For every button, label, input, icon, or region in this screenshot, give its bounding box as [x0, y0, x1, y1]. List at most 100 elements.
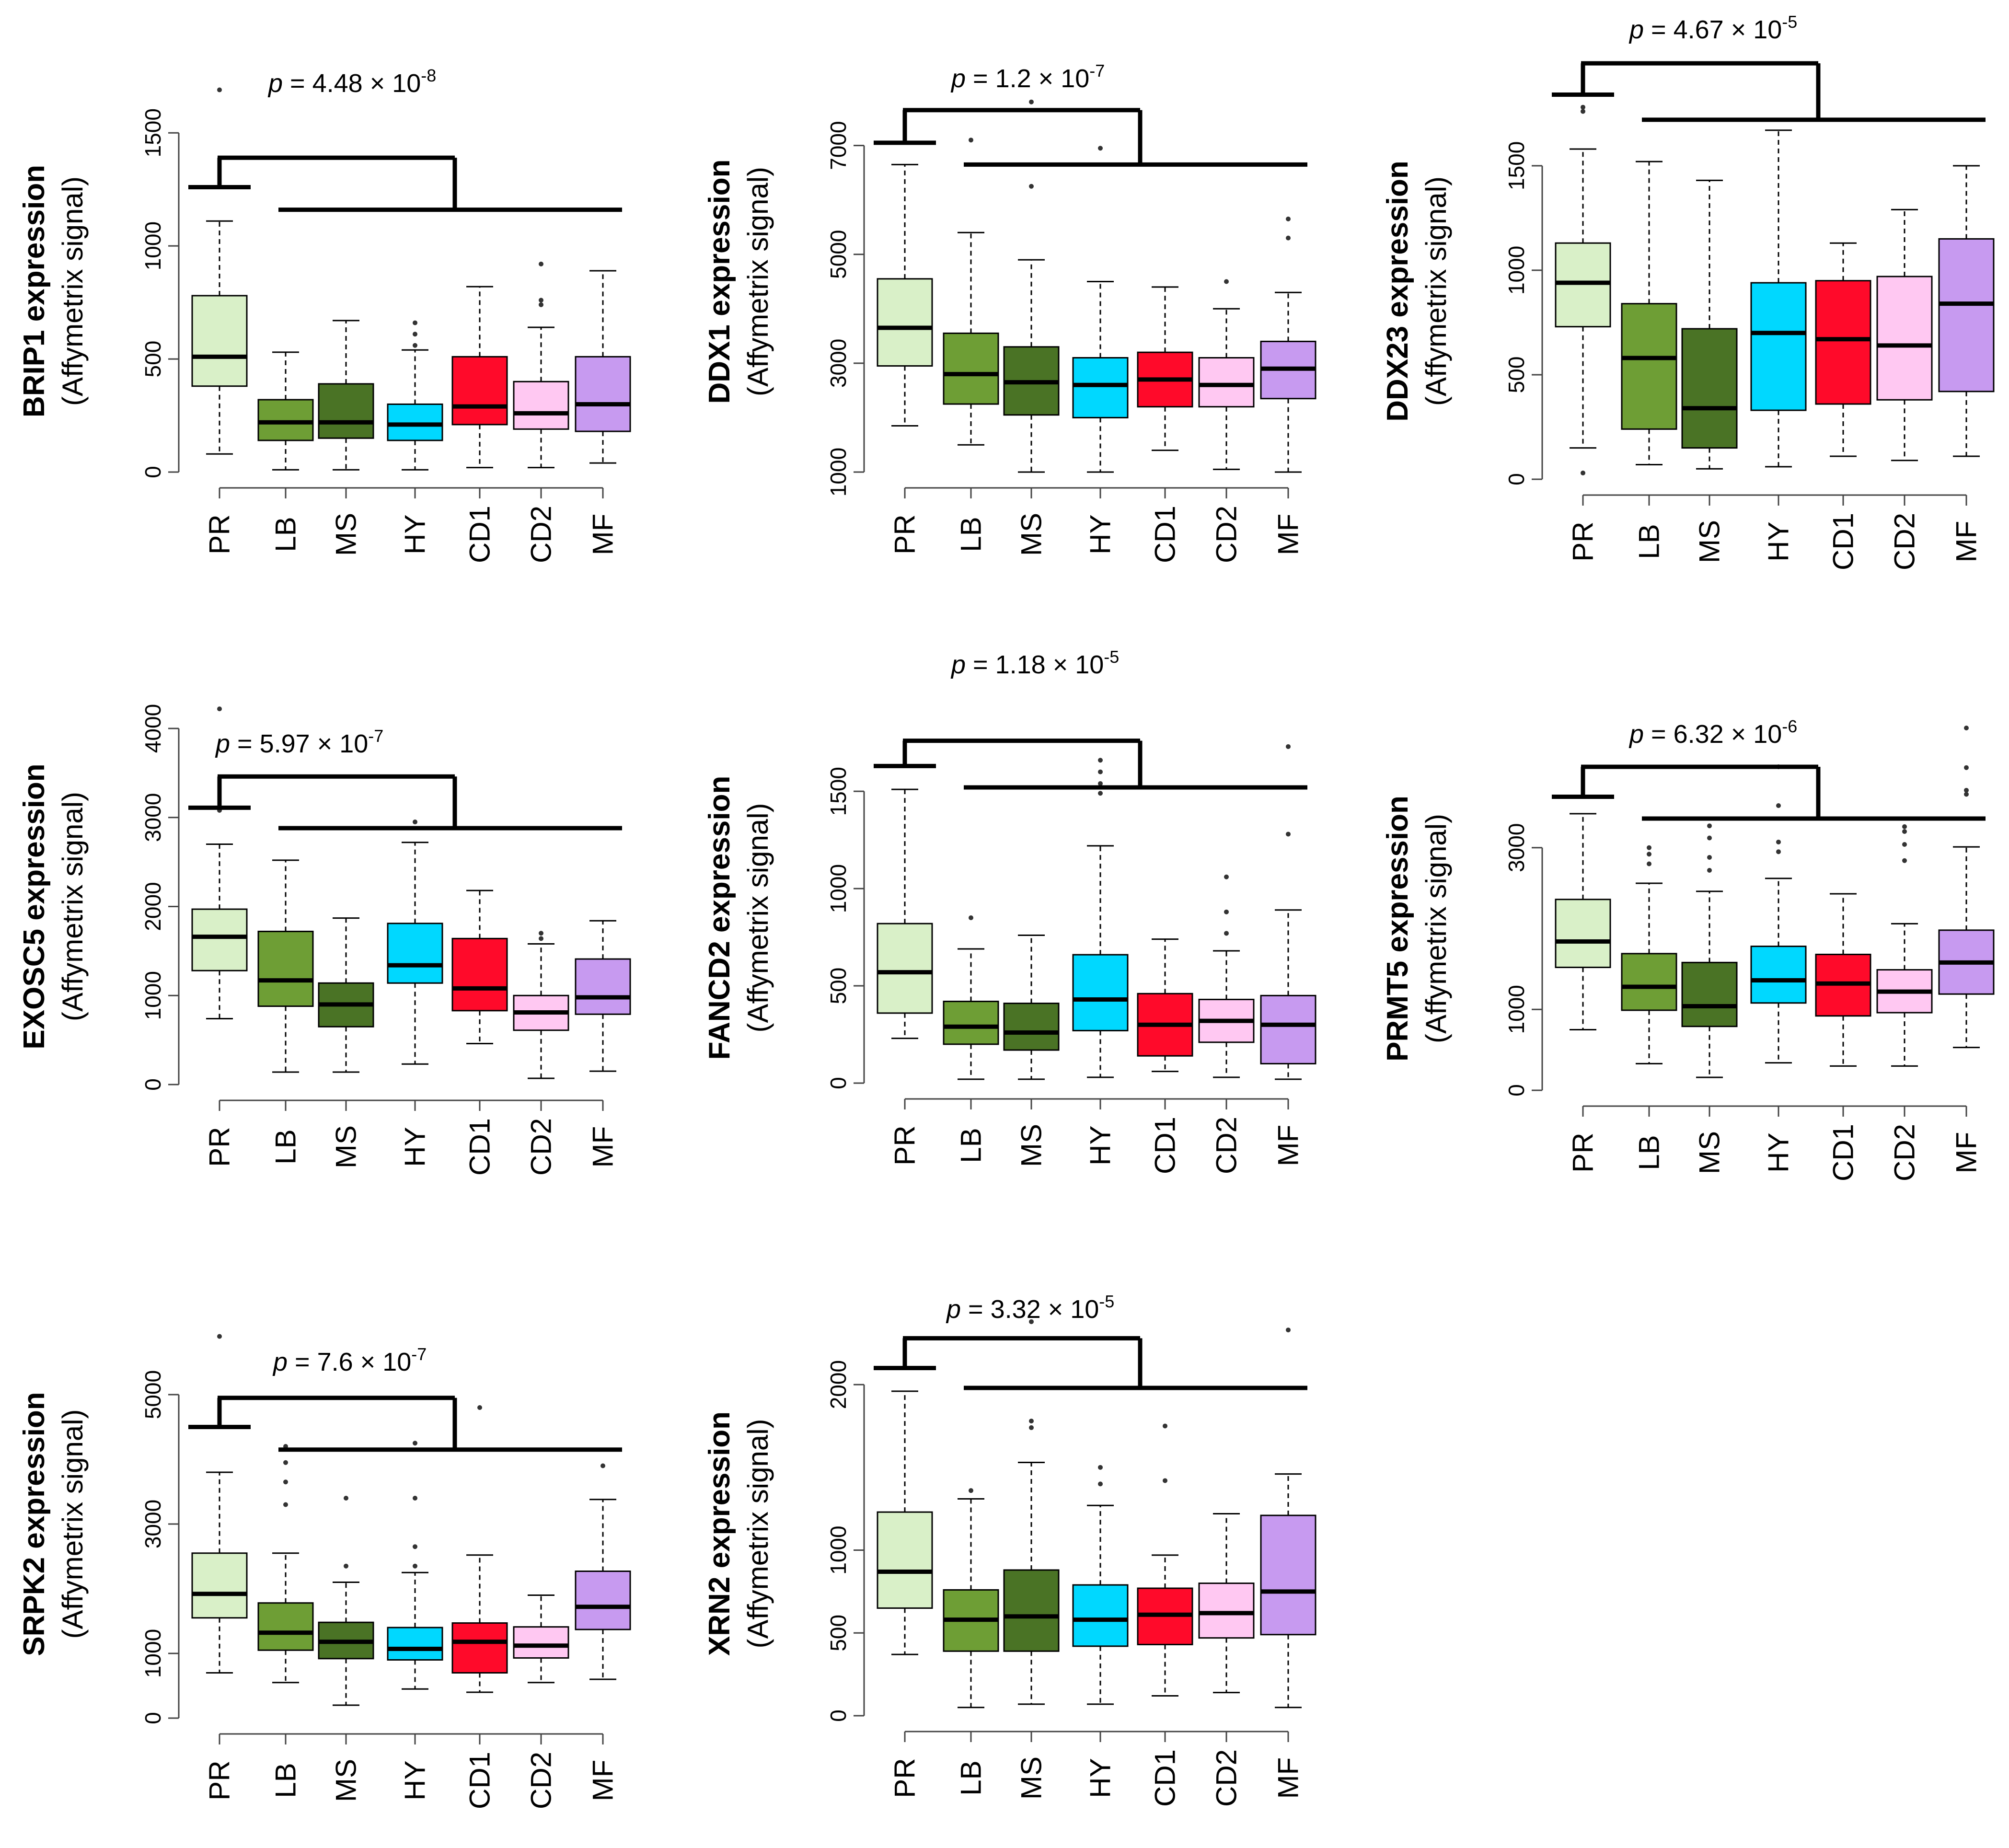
x-tick-label: MS	[1694, 1131, 1726, 1174]
x-tick-label: LB	[1633, 524, 1665, 559]
outlier-point	[600, 1463, 605, 1468]
x-tick-label: MS	[330, 1759, 362, 1802]
outlier-point	[283, 1479, 288, 1485]
y-tick-label: 1500	[1504, 141, 1529, 190]
outlier-point	[539, 302, 543, 307]
y-tick-label: 3000	[1504, 823, 1529, 872]
iqr-box	[1555, 899, 1611, 968]
box-LB	[257, 1444, 314, 1684]
p-value-label: p = 4.67 × 10-5	[1628, 12, 1797, 44]
iqr-box	[191, 1552, 248, 1619]
panel-1: 0 500 1000 1500 BRIP1 expression (Affymetrix …	[18, 66, 631, 563]
y-tick-label: 1500	[140, 108, 165, 157]
outlier-point	[1286, 832, 1291, 837]
x-tick-label: CD1	[464, 506, 496, 563]
iqr-box	[1260, 994, 1316, 1064]
outlier-point	[217, 1334, 222, 1339]
outlier-point	[344, 1496, 348, 1501]
y-tick-label: 1000	[826, 1525, 851, 1574]
p-symbol: p	[272, 1348, 288, 1376]
box-CD1	[451, 1405, 508, 1693]
box-MF	[1260, 744, 1316, 1080]
x-tick-label: PR	[889, 1758, 921, 1798]
box-CD2	[513, 1594, 569, 1684]
outlier-point	[1224, 931, 1229, 936]
box-MF	[575, 920, 631, 1072]
outlier-point	[1286, 235, 1291, 241]
p-symbol: p	[950, 650, 966, 679]
outlier-point	[1098, 146, 1103, 151]
p-mantissa: = 5.97 × 10	[230, 729, 368, 758]
box-HY	[1072, 146, 1129, 473]
x-tick-label: LB	[270, 1763, 302, 1798]
outlier-point	[1902, 858, 1907, 863]
y-tick-label: 0	[140, 1078, 165, 1091]
box-HY	[1750, 764, 1807, 1064]
x-tick-label: CD2	[1211, 1117, 1243, 1174]
y-tick-label: 1000	[140, 221, 165, 270]
outlier-point	[413, 332, 417, 337]
x-tick-label: MS	[1016, 1756, 1048, 1800]
outlier-point	[1098, 758, 1103, 763]
iqr-box	[1815, 280, 1871, 405]
y-axis-subtitle: (Affymetrix signal)	[57, 176, 89, 406]
iqr-box	[513, 381, 569, 430]
outlier-point	[969, 138, 973, 143]
significance-bracket	[188, 774, 622, 831]
outlier-point	[1776, 803, 1781, 808]
iqr-box	[191, 908, 248, 971]
x-tick-label: LB	[955, 1128, 987, 1163]
outlier-point	[344, 1563, 348, 1569]
box-PR	[191, 706, 248, 1020]
p-value-label: p = 6.32 × 10-6	[1628, 716, 1797, 749]
box-PR	[877, 1390, 933, 1655]
iqr-box	[1072, 357, 1129, 418]
iqr-box	[1003, 1003, 1060, 1051]
y-axis-title: DDX1 expression	[703, 160, 736, 404]
p-exponent: -7	[1089, 61, 1105, 81]
outlier-point	[1581, 470, 1585, 475]
p-symbol: p	[215, 729, 230, 758]
panel-2: 1000 3000 5000 7000 DDX1 expression (Affymetr…	[703, 61, 1316, 563]
box-MS	[1681, 179, 1738, 470]
x-tick-label: LB	[270, 1129, 302, 1164]
outlier-point	[1707, 855, 1712, 860]
p-symbol: p	[1628, 720, 1644, 749]
p-symbol: p	[267, 69, 283, 98]
x-tick-label: HY	[1763, 521, 1795, 561]
iqr-box	[877, 923, 933, 1014]
box-LB	[257, 351, 314, 471]
box-MS	[318, 917, 374, 1073]
significance-bracket	[188, 1396, 622, 1452]
box-CD1	[1815, 242, 1871, 457]
x-tick-label: CD2	[1211, 506, 1243, 563]
outlier-point	[1029, 1419, 1034, 1424]
box-MF	[1938, 165, 1995, 457]
x-tick-label: HY	[1085, 1125, 1117, 1165]
p-value-label: p = 4.48 × 10-8	[267, 66, 436, 98]
box-MS	[318, 320, 374, 471]
box-HY	[387, 320, 443, 471]
p-mantissa: = 4.67 × 10	[1644, 15, 1782, 44]
y-axis-title: EXOSC5 expression	[18, 763, 51, 1049]
iqr-box	[257, 1602, 314, 1651]
x-tick-label: MS	[1694, 520, 1726, 563]
box-MF	[575, 1463, 631, 1680]
outlier-point	[1029, 1425, 1034, 1430]
x-tick-label: CD1	[1827, 1124, 1859, 1181]
box-MS	[1003, 99, 1060, 473]
x-tick-label: HY	[399, 1760, 431, 1800]
y-tick-label: 0	[1504, 473, 1529, 485]
iqr-box	[387, 923, 443, 984]
panel-6: 0 1000 3000 PRMT5 expression (Affymetrix sig…	[1381, 716, 1995, 1181]
p-mantissa: = 1.18 × 10	[966, 650, 1104, 679]
panel-4: 0 1000 2000 3000 4000 EXOSC5 expression (Affym…	[18, 704, 631, 1176]
outlier-point	[1286, 1328, 1291, 1333]
y-axis-title: PRMT5 expression	[1381, 796, 1414, 1062]
iqr-box	[1750, 282, 1807, 411]
iqr-box	[257, 931, 314, 1007]
y-tick-label: 500	[1504, 357, 1529, 393]
outlier-point	[539, 298, 543, 303]
x-tick-label: CD1	[464, 1752, 496, 1809]
y-tick-label: 1000	[140, 1629, 165, 1678]
